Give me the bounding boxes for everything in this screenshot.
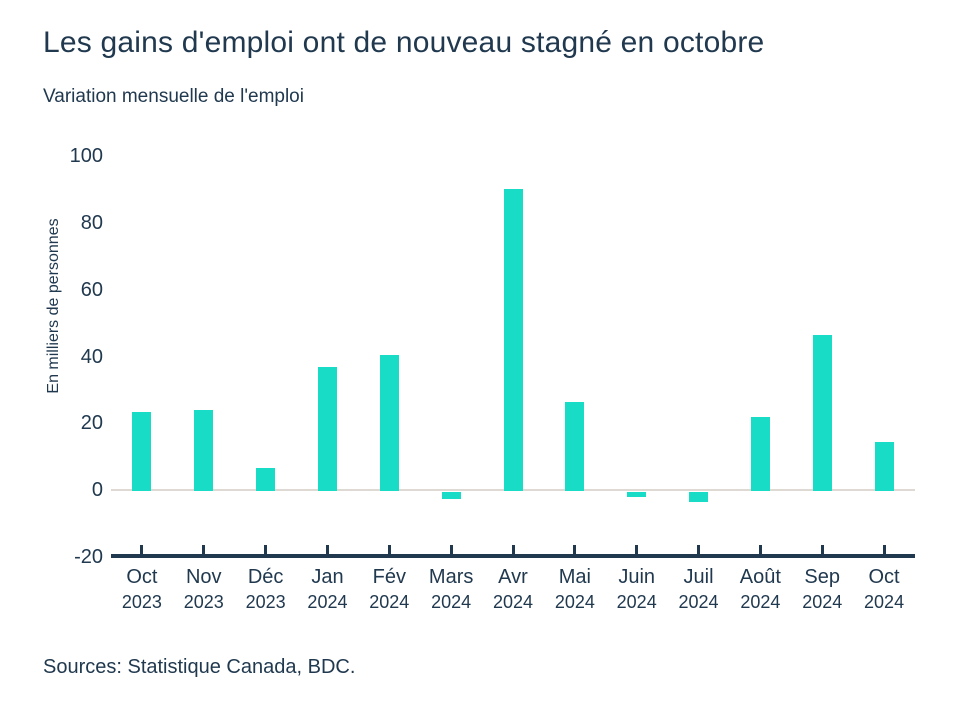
- bar: [379, 354, 399, 492]
- x-axis-tick: [635, 545, 639, 554]
- x-label-year: 2024: [740, 592, 781, 612]
- x-label-month: Sep: [804, 566, 841, 588]
- x-label-year: 2024: [492, 592, 534, 612]
- x-axis-line: [111, 554, 915, 558]
- y-tick-label: 40: [80, 345, 103, 368]
- bar: [503, 189, 523, 492]
- bar: [256, 468, 276, 492]
- chart-subtitle: Variation mensuelle de l'emploi: [43, 86, 304, 107]
- bar: [750, 416, 770, 492]
- y-tick-label: -20: [74, 546, 103, 568]
- x-label-year: 2024: [307, 592, 348, 612]
- x-axis-tick: [820, 545, 824, 554]
- y-tick-label: 20: [80, 412, 103, 435]
- x-label-month: Oct: [868, 566, 900, 588]
- x-axis-tick: [264, 545, 268, 554]
- x-label-month: Juil: [683, 566, 714, 588]
- x-label-month: Déc: [247, 566, 284, 588]
- x-axis-tick: [387, 545, 391, 554]
- x-label-year: 2024: [678, 592, 719, 612]
- bar: [874, 441, 894, 492]
- x-label-month: Mai: [558, 566, 591, 588]
- x-label-month: Mars: [428, 566, 474, 588]
- bar: [132, 411, 152, 492]
- x-label-month: Juin: [618, 566, 656, 588]
- x-label-year: 2024: [431, 592, 472, 612]
- source-note: Sources: Statistique Canada, BDC.: [43, 656, 356, 678]
- x-axis-tick: [697, 545, 701, 554]
- x-label-month: Jan: [311, 566, 344, 588]
- x-label-year: 2023: [121, 592, 162, 612]
- x-axis-tick: [140, 545, 144, 554]
- x-label-month: Nov: [185, 566, 222, 588]
- x-label-year: 2024: [802, 592, 843, 612]
- x-label-month: Avr: [498, 566, 528, 588]
- y-tick-label: 80: [80, 211, 103, 234]
- x-axis-tick: [882, 545, 886, 554]
- x-label-year: 2024: [554, 592, 595, 612]
- bar: [441, 492, 461, 499]
- x-axis-tick: [449, 545, 453, 554]
- x-axis-tick: [511, 545, 515, 554]
- chart-title: Les gains d'emploi ont de nouveau stagné…: [43, 26, 765, 59]
- x-label-month: Août: [739, 566, 781, 588]
- x-axis-tick: [573, 545, 577, 554]
- x-axis-tick: [325, 545, 329, 554]
- y-tick-label: 60: [80, 278, 103, 301]
- bar: [689, 492, 709, 503]
- x-label-month: Fév: [372, 566, 406, 588]
- x-label-year: 2024: [369, 592, 410, 612]
- x-label-month: Oct: [126, 566, 158, 588]
- bar: [812, 334, 832, 492]
- x-label-year: 2023: [183, 592, 224, 612]
- bar: [317, 366, 337, 492]
- x-label-year: 2024: [616, 592, 657, 612]
- x-label-year: 2024: [864, 592, 905, 612]
- y-tick-label: 100: [69, 145, 103, 167]
- x-label-year: 2023: [245, 592, 286, 612]
- x-axis-tick: [202, 545, 206, 554]
- bar: [194, 409, 214, 492]
- y-tick-label: 0: [91, 479, 103, 502]
- bar: [627, 492, 647, 498]
- x-axis-tick: [758, 545, 762, 554]
- bar: [565, 401, 585, 492]
- y-axis-title: En milliers de personnes: [45, 218, 62, 394]
